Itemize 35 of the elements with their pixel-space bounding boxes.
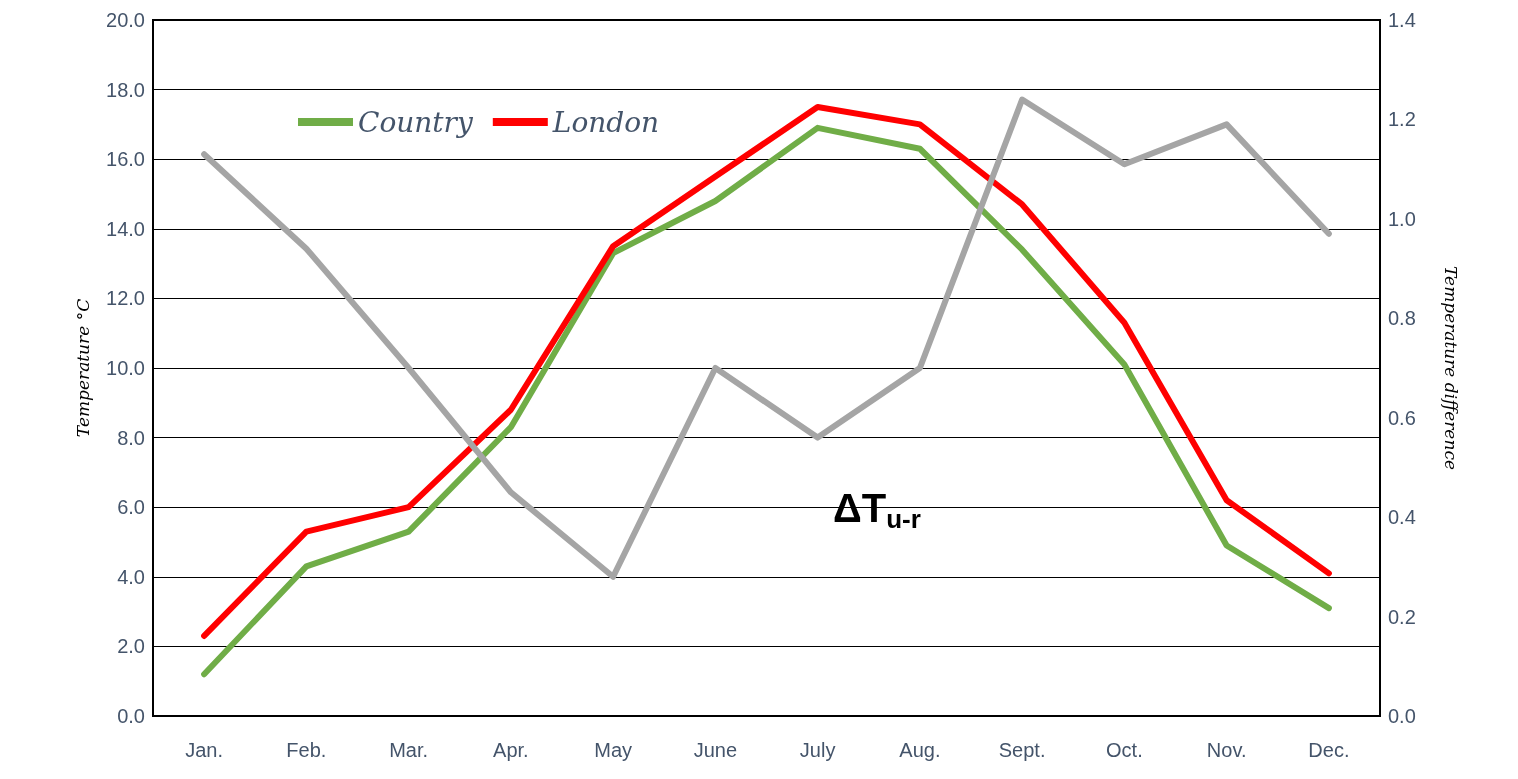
y2-tick-label: 1.4 — [1388, 9, 1416, 31]
y2-tick-label: 0.0 — [1388, 705, 1416, 727]
y2-axis-title: Temperature difference — [1440, 266, 1461, 470]
y-axis-title: Temperature °C — [72, 298, 93, 438]
y2-tick-label: 0.4 — [1388, 506, 1416, 529]
y2-tick-label: 1.2 — [1388, 108, 1416, 131]
y-tick-label: 6.0 — [117, 496, 145, 519]
x-tick-label: Feb. — [286, 739, 327, 761]
y-tick-label: 20.0 — [106, 9, 145, 31]
x-tick-label: May — [594, 739, 633, 761]
y2-tick-label: 0.2 — [1388, 605, 1416, 628]
x-tick-label: Sept. — [998, 739, 1046, 761]
y2-tick-label: 0.8 — [1388, 307, 1416, 330]
y-tick-label: 2.0 — [117, 635, 145, 658]
x-tick-label: Nov. — [1206, 739, 1247, 761]
y-tick-label: 14.0 — [106, 217, 145, 240]
x-tick-label: Oct. — [1106, 739, 1143, 761]
y2-tick-label: 0.6 — [1388, 406, 1416, 429]
y-tick-label: 16.0 — [106, 148, 145, 171]
y-tick-label: 4.0 — [117, 565, 145, 588]
legend-label: London — [551, 105, 660, 139]
y-tick-label: 8.0 — [117, 426, 145, 449]
x-tick-label: Apr. — [493, 739, 529, 761]
x-tick-label: Mar. — [389, 739, 429, 761]
y-tick-label: 10.0 — [106, 357, 145, 379]
y2-tick-label: 1.0 — [1388, 207, 1416, 230]
y-tick-label: 0.0 — [117, 705, 145, 727]
x-tick-label: June — [693, 739, 738, 761]
x-tick-label: Dec. — [1308, 739, 1350, 761]
y-tick-label: 18.0 — [106, 78, 145, 101]
legend-label: Country — [358, 105, 474, 139]
x-tick-label: July — [799, 739, 836, 761]
x-tick-label: Aug. — [899, 739, 941, 761]
y-tick-label: 12.0 — [106, 287, 145, 310]
x-tick-label: Jan. — [185, 739, 224, 761]
